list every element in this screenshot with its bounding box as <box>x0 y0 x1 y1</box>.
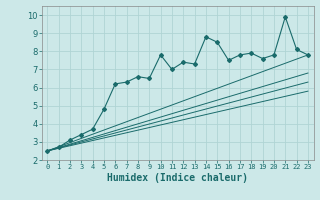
X-axis label: Humidex (Indice chaleur): Humidex (Indice chaleur) <box>107 173 248 183</box>
